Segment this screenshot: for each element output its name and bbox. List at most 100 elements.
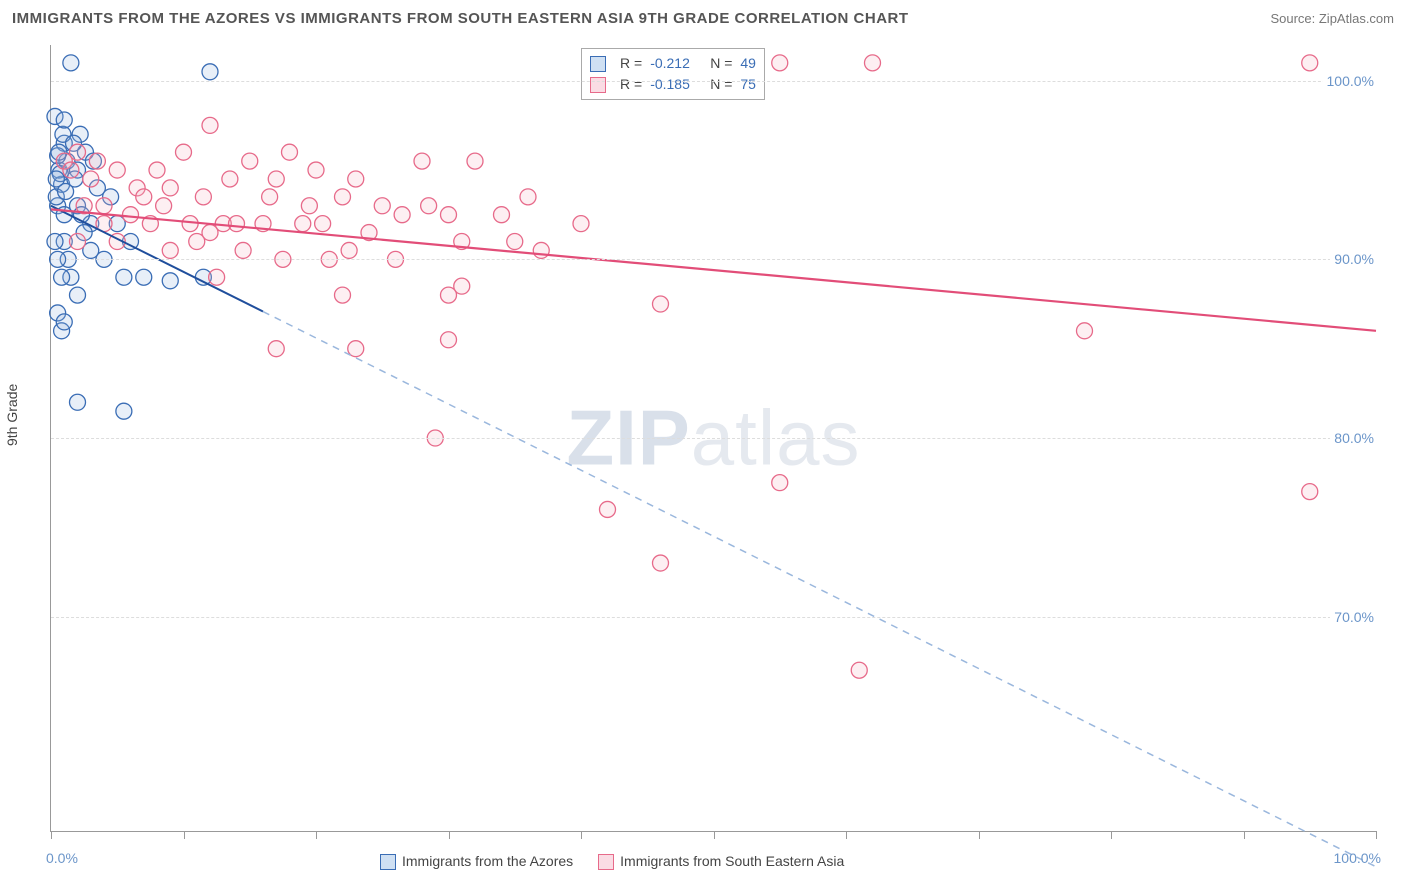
data-point: [83, 171, 99, 187]
data-point: [116, 403, 132, 419]
y-tick-label: 100.0%: [1323, 73, 1378, 89]
data-point: [268, 341, 284, 357]
x-tick: [1376, 831, 1377, 839]
data-point: [56, 314, 72, 330]
data-point: [1302, 55, 1318, 71]
legend-swatch: [590, 77, 606, 93]
data-point: [156, 198, 172, 214]
data-point: [533, 242, 549, 258]
data-point: [600, 501, 616, 517]
data-point: [374, 198, 390, 214]
data-point: [70, 144, 86, 160]
data-point: [47, 234, 63, 250]
x-tick: [184, 831, 185, 839]
data-point: [209, 269, 225, 285]
legend-item: Immigrants from South Eastern Asia: [598, 853, 844, 870]
legend-swatch: [380, 854, 396, 870]
data-point: [341, 242, 357, 258]
data-point: [772, 55, 788, 71]
data-point: [242, 153, 258, 169]
data-point: [653, 296, 669, 312]
x-tick: [51, 831, 52, 839]
data-point: [123, 207, 139, 223]
x-tick: [846, 831, 847, 839]
data-point: [315, 216, 331, 232]
r-label: R =: [620, 74, 642, 95]
x-tick: [1244, 831, 1245, 839]
legend-label: Immigrants from the Azores: [402, 853, 573, 869]
y-tick-label: 70.0%: [1330, 609, 1378, 625]
x-tick: [581, 831, 582, 839]
legend-item: Immigrants from the Azores: [380, 853, 573, 870]
x-min-label: 0.0%: [46, 850, 78, 866]
data-point: [70, 234, 86, 250]
x-max-label: 100.0%: [1334, 850, 1381, 866]
data-point: [70, 287, 86, 303]
data-point: [335, 189, 351, 205]
gridline: [51, 81, 1376, 82]
data-point: [467, 153, 483, 169]
data-point: [222, 171, 238, 187]
y-axis-title: 9th Grade: [4, 384, 20, 446]
n-value: 49: [740, 53, 756, 74]
data-point: [573, 216, 589, 232]
data-point: [195, 189, 211, 205]
r-value: -0.185: [650, 74, 702, 95]
data-point: [1077, 323, 1093, 339]
trend-line-solid: [51, 209, 1376, 330]
legend-row: R =-0.212N =49: [590, 53, 756, 74]
legend-label: Immigrants from South Eastern Asia: [620, 853, 844, 869]
source-label: Source: ZipAtlas.com: [1270, 11, 1394, 26]
data-point: [136, 189, 152, 205]
data-point: [335, 287, 351, 303]
data-point: [282, 144, 298, 160]
data-point: [136, 269, 152, 285]
data-point: [441, 332, 457, 348]
data-point: [202, 117, 218, 133]
data-point: [441, 287, 457, 303]
data-point: [116, 269, 132, 285]
data-point: [70, 394, 86, 410]
y-tick-label: 90.0%: [1330, 251, 1378, 267]
chart-title: IMMIGRANTS FROM THE AZORES VS IMMIGRANTS…: [12, 10, 909, 27]
data-point: [229, 216, 245, 232]
source-link[interactable]: ZipAtlas.com: [1319, 11, 1394, 26]
data-point: [441, 207, 457, 223]
n-label: N =: [710, 74, 732, 95]
data-point: [162, 273, 178, 289]
n-value: 75: [740, 74, 756, 95]
gridline: [51, 617, 1376, 618]
x-tick: [714, 831, 715, 839]
x-tick: [449, 831, 450, 839]
data-point: [653, 555, 669, 571]
data-point: [507, 234, 523, 250]
x-tick: [1111, 831, 1112, 839]
data-point: [414, 153, 430, 169]
data-point: [421, 198, 437, 214]
data-point: [348, 171, 364, 187]
y-tick-label: 80.0%: [1330, 430, 1378, 446]
data-point: [308, 162, 324, 178]
chart-area: ZIPatlas 0.0% 100.0% R =-0.212N =49R =-0…: [50, 45, 1376, 832]
data-point: [865, 55, 881, 71]
legend-swatch: [590, 56, 606, 72]
legend-row: R = -0.185 N = 75: [590, 74, 756, 95]
data-point: [520, 189, 536, 205]
data-point: [235, 242, 251, 258]
data-point: [162, 180, 178, 196]
x-tick: [979, 831, 980, 839]
data-point: [109, 162, 125, 178]
trend-line-dashed: [263, 312, 1376, 867]
data-point: [54, 269, 70, 285]
data-point: [394, 207, 410, 223]
data-point: [295, 216, 311, 232]
data-point: [162, 242, 178, 258]
data-point: [56, 112, 72, 128]
data-point: [96, 198, 112, 214]
data-point: [301, 198, 317, 214]
data-point: [494, 207, 510, 223]
legend-swatch: [598, 854, 614, 870]
series-legend: Immigrants from the Azores Immigrants fro…: [380, 853, 844, 870]
data-point: [1302, 484, 1318, 500]
n-label: N =: [710, 53, 732, 74]
